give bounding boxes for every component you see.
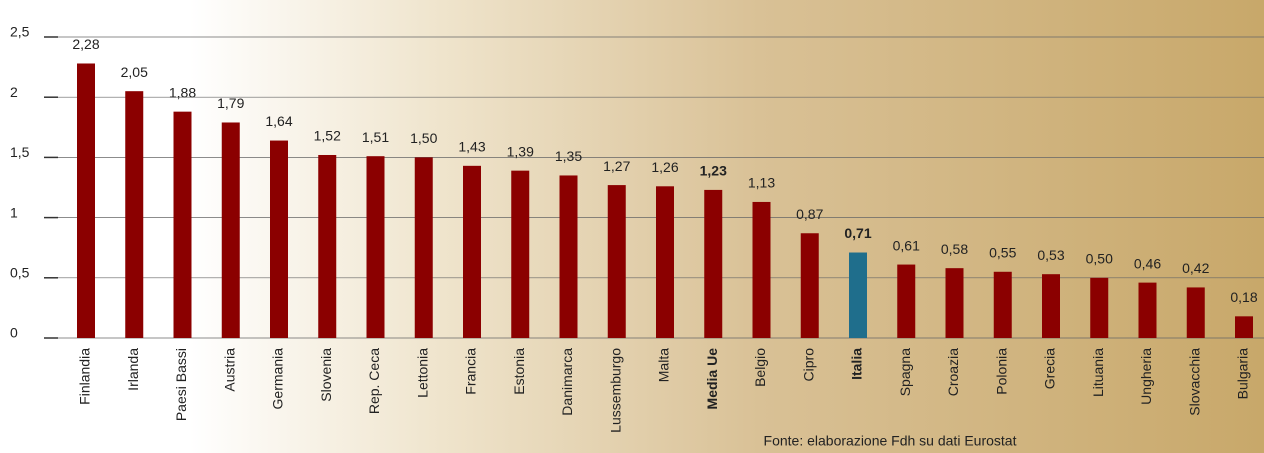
value-label: 0,46: [1134, 255, 1161, 271]
bar: [897, 265, 915, 338]
bar: [753, 202, 771, 338]
value-label: 0,50: [1086, 251, 1113, 267]
value-label: 2,05: [121, 64, 148, 80]
value-label: 0,53: [1037, 247, 1064, 263]
value-label: 0,71: [844, 225, 871, 241]
bar: [994, 272, 1012, 338]
page: Fonte: elaborazione Fdh su dati Eurostat…: [0, 0, 1264, 453]
bar: [463, 166, 481, 338]
x-tick-label: Estonia: [511, 348, 527, 395]
value-label: 0,18: [1230, 289, 1257, 305]
value-label: 1,23: [700, 163, 727, 179]
chart: Fonte: elaborazione Fdh su dati Eurostat…: [0, 0, 1264, 453]
x-tick-label: Grecia: [1042, 348, 1058, 389]
x-tick-label: Polonia: [993, 348, 1009, 395]
bar: [1090, 278, 1108, 338]
value-label: 0,87: [796, 206, 823, 222]
bar: [849, 253, 867, 338]
x-tick-label: Lussemburgo: [607, 348, 623, 433]
x-tick-label: Media Ue: [704, 348, 720, 410]
x-tick-label: Lettonia: [414, 348, 430, 398]
x-tick-label: Croazia: [945, 348, 961, 396]
x-tick-label: Paesi Bassi: [173, 348, 189, 421]
x-tick-label: Ungheria: [1138, 348, 1154, 405]
y-tick-label: 0: [10, 325, 18, 341]
bar: [270, 141, 288, 338]
bar: [174, 112, 192, 338]
value-label: 0,61: [893, 237, 920, 253]
x-tick-label: Finlandia: [77, 348, 93, 405]
value-label: 1,52: [314, 128, 341, 144]
bar: [704, 190, 722, 338]
bar: [1187, 287, 1205, 338]
value-label: 0,55: [989, 244, 1016, 260]
value-label: 1,26: [651, 159, 678, 175]
bar: [415, 157, 433, 338]
y-tick-label: 2: [10, 84, 18, 100]
x-tick-label: Bulgaria: [1235, 348, 1251, 400]
bar: [1139, 283, 1157, 338]
bar: [946, 268, 964, 338]
value-label: 1,88: [169, 84, 196, 100]
value-label: 0,42: [1182, 260, 1209, 276]
value-label: 1,51: [362, 129, 389, 145]
bar: [656, 186, 674, 338]
bar: [318, 155, 336, 338]
value-label: 1,64: [265, 113, 292, 129]
value-label: 1,43: [458, 139, 485, 155]
value-label: 1,27: [603, 158, 630, 174]
x-tick-label: Spagna: [897, 348, 913, 396]
bar: [1042, 274, 1060, 338]
bar: [222, 122, 240, 338]
x-tick-label: Francia: [463, 348, 479, 395]
bar: [367, 156, 385, 338]
bar: [1235, 316, 1253, 338]
bar: [125, 91, 143, 338]
x-tick-label: Rep. Ceca: [366, 348, 382, 414]
x-tick-label: Belgio: [752, 348, 768, 387]
y-tick-label: 1: [10, 204, 18, 220]
x-tick-label: Slovenia: [318, 348, 334, 402]
x-tick-label: Italia: [849, 348, 865, 380]
x-tick-label: Germania: [270, 348, 286, 410]
bar: [608, 185, 626, 338]
x-tick-label: Austria: [221, 348, 237, 392]
x-tick-label: Danimarca: [559, 348, 575, 416]
source-note: Fonte: elaborazione Fdh su dati Eurostat: [764, 433, 1017, 449]
value-label: 1,39: [507, 143, 534, 159]
y-tick-label: 0,5: [10, 265, 30, 281]
x-tick-label: Cipro: [800, 348, 816, 382]
value-label: 0,58: [941, 241, 968, 257]
value-label: 1,13: [748, 175, 775, 191]
x-tick-label: Slovacchia: [1186, 348, 1202, 416]
bar: [560, 175, 578, 338]
x-tick-label: Malta: [656, 348, 672, 382]
x-tick-label: Irlanda: [125, 348, 141, 391]
value-label: 1,35: [555, 148, 582, 164]
y-tick-label: 2,5: [10, 24, 30, 40]
bar: [511, 171, 529, 338]
bar: [77, 63, 95, 338]
value-label: 1,79: [217, 95, 244, 111]
value-label: 2,28: [72, 36, 99, 52]
value-label: 1,50: [410, 130, 437, 146]
bar: [801, 233, 819, 338]
y-tick-label: 1,5: [10, 144, 30, 160]
x-tick-label: Lituania: [1090, 348, 1106, 397]
